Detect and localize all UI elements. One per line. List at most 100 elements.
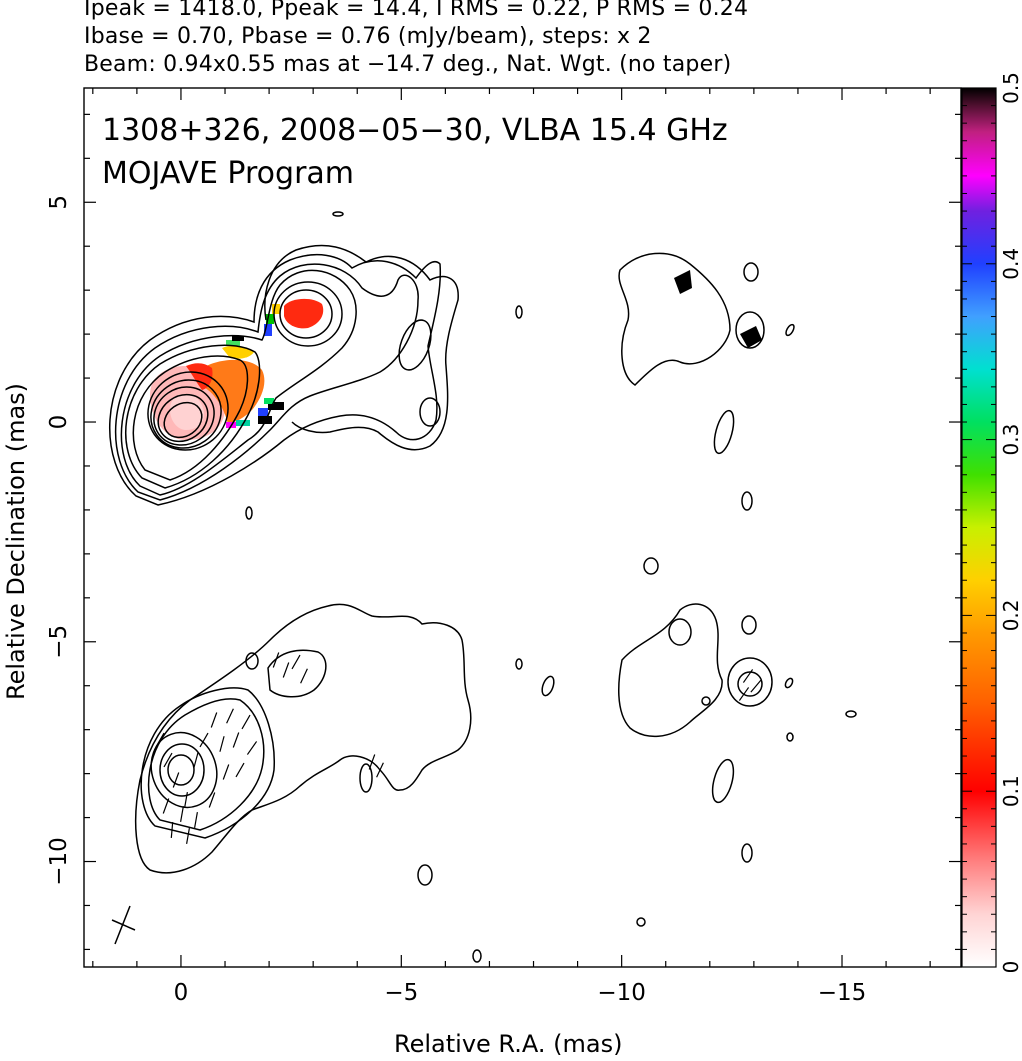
colorbar-tick-label: 0: [999, 961, 1022, 974]
contour-core-5: [147, 371, 229, 451]
evpa-tick: [180, 806, 184, 822]
evpa-tick: [246, 741, 258, 755]
evpa-tick: [208, 792, 216, 808]
polarization-black-pixels-2: [258, 416, 272, 424]
header-line-3: Beam: 0.94x0.55 mas at −14.7 deg., Nat. …: [84, 52, 732, 77]
contour-jet-2: [114, 263, 419, 501]
colorbar-tick-label: 0.5: [999, 72, 1022, 104]
colorbar-tick-label: 0.1: [999, 775, 1022, 807]
evpa-tick: [170, 821, 174, 839]
colorbar: [961, 87, 997, 968]
contour-lower-core-4: [147, 698, 265, 831]
evpa-tick: [300, 668, 308, 684]
contour-jet-1: [120, 269, 357, 496]
polarization-knot-red: [284, 298, 324, 329]
contour-far-2: [743, 262, 759, 282]
contour-far-7: [643, 557, 659, 575]
contour-jet-outer: [264, 244, 459, 451]
contour-lower-far-3: [741, 615, 757, 635]
evpa-tick: [172, 772, 180, 788]
evpa-tick: [226, 708, 234, 724]
evpa-tick: [163, 752, 173, 768]
contour-isolated-1: [332, 211, 344, 217]
y-tick-label: 5: [46, 195, 72, 210]
polarization-black-blob-1: [674, 270, 692, 294]
contour-lower-outer: [134, 603, 472, 874]
contour-lower-far-1: [618, 603, 723, 738]
x-tick-label: −15: [818, 980, 867, 1006]
polarization-black-pixels: [232, 336, 244, 341]
contour-lower-far-9: [786, 732, 794, 742]
contour-knot-mid: [273, 281, 343, 347]
polarization-orange-region: [200, 359, 265, 424]
colorbar-tick-label: 0.3: [999, 424, 1022, 456]
colorbar-tick-label: 0.2: [999, 599, 1022, 631]
evpa-tick: [738, 687, 750, 701]
evpa-tick: [194, 812, 198, 828]
contour-far-1: [618, 252, 731, 386]
header-line-2: Ibase = 0.70, Pbase = 0.76 (mJy/beam), s…: [84, 24, 652, 49]
contour-lower-small-1: [245, 652, 259, 670]
contour-knot-inner: [279, 289, 333, 339]
evpa-tick: [235, 762, 245, 778]
intensity-contours: [108, 211, 857, 963]
polarization-green-pixels-2: [264, 398, 274, 404]
polarization-yellow-edge: [222, 345, 254, 359]
polarization-core-inner: [170, 394, 204, 430]
contour-lower-far-4: [737, 671, 763, 697]
source-title: 1308+326, 2008−05−30, VLBA 15.4 GHz: [102, 113, 728, 148]
header-line-1: Ipeak = 1418.0, Ppeak = 14.4, I RMS = 0.…: [84, 0, 749, 21]
evpa-tick: [742, 669, 754, 683]
contour-lower-knot: [267, 649, 327, 698]
contour-core-4: [150, 379, 222, 449]
contour-lower-core-5: [140, 687, 275, 839]
evpa-tick: [272, 652, 280, 668]
evpa-tick: [291, 654, 301, 670]
contour-lower-far-6: [701, 696, 711, 706]
polarization-blue-pixels: [258, 408, 268, 416]
contour-isolated-2: [515, 305, 523, 319]
polarization-knot-yellow: [272, 304, 280, 314]
contour-component-inner: [398, 319, 432, 371]
evpa-tick: [155, 732, 165, 748]
colorbar-ticks: 0 0.1 0.2 0.3 0.4 0.5: [962, 72, 1022, 973]
polarization-green-pixels: [226, 340, 240, 346]
contour-lower-small-2: [359, 763, 373, 793]
polarization-red-band: [186, 363, 213, 390]
evpa-tick: [184, 792, 188, 808]
evpa-tick: [282, 662, 290, 678]
evpa-tick: [376, 762, 384, 778]
y-axis-label: Relative Declination (mas): [2, 382, 30, 700]
contour-lower-small-6: [541, 675, 555, 697]
evpa-vectors: [155, 652, 762, 844]
contour-core-2: [157, 393, 209, 443]
evpa-tick: [162, 798, 170, 814]
contour-far-3: [735, 311, 765, 349]
contour-far-6: [741, 491, 753, 511]
axis-ticks: 0 −5 −10 −15 5 0 −5 −10: [46, 88, 961, 1006]
plot-frame: [83, 87, 962, 968]
contour-lower-far-11: [741, 843, 753, 863]
contour-core-1: [163, 401, 203, 439]
plot-area: [108, 211, 857, 963]
program-title: MOJAVE Program: [102, 156, 354, 191]
contour-lower-small-5: [515, 658, 523, 670]
contour-lower-core-2: [159, 743, 205, 797]
contour-lower-core-1: [167, 754, 195, 786]
x-tick-label: 0: [174, 980, 189, 1006]
x-tick-label: −5: [384, 980, 418, 1006]
polarization-black-blob-2: [740, 326, 762, 348]
x-axis-label: Relative R.A. (mas): [394, 1030, 623, 1058]
contour-isolated-3: [245, 506, 253, 520]
evpa-tick: [368, 754, 376, 770]
evpa-tick: [199, 732, 209, 748]
evpa-tick: [186, 828, 190, 844]
y-tick-label: 0: [46, 415, 72, 430]
polarization-knot-green: [266, 314, 274, 324]
evpa-tick: [210, 712, 218, 728]
y-tick-label: −10: [46, 837, 72, 886]
colorbar-tick-label: 0.4: [999, 248, 1022, 280]
contour-lower-core-3: [150, 731, 218, 809]
y-tick-label: −5: [46, 625, 72, 659]
